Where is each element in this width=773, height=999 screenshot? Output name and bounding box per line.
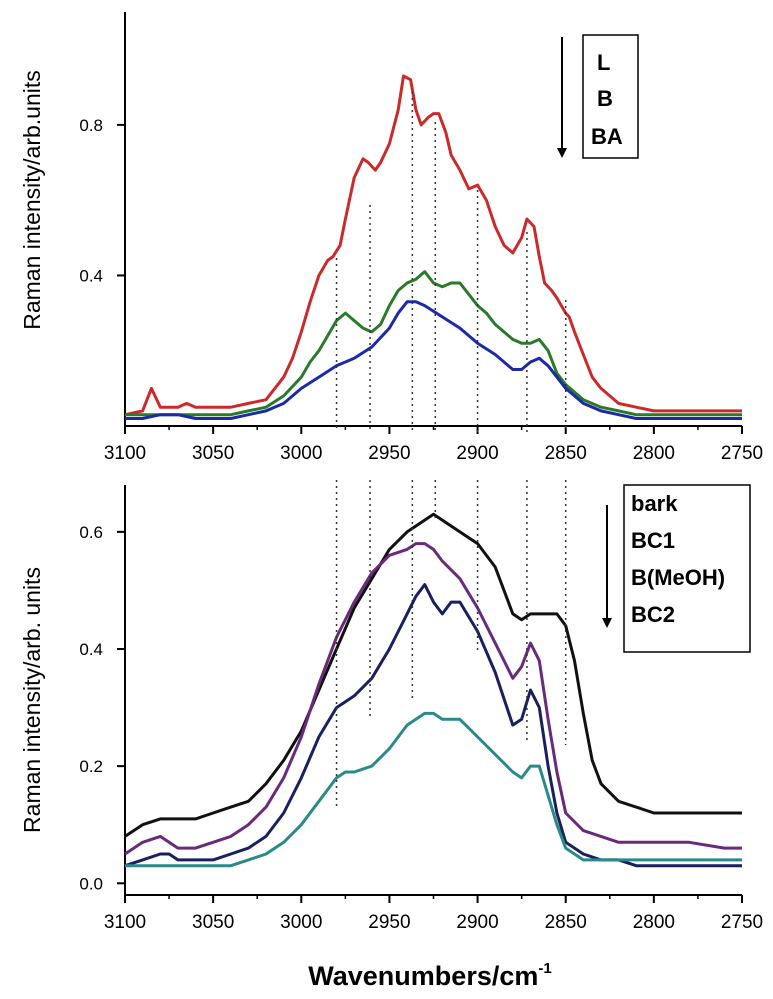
x-tick-label: 2900: [456, 443, 498, 464]
legend-box: [623, 484, 751, 653]
legend-entry: B: [597, 86, 613, 111]
y-tick-label: 0.4: [79, 640, 103, 659]
x-tick-label: 2750: [721, 443, 763, 464]
x-tick-label: 2800: [633, 443, 675, 464]
legend-entry: bark: [631, 491, 678, 516]
x-tick-label: 2850: [545, 443, 587, 464]
y-axis-label: Raman intensity/arb.units: [19, 70, 45, 330]
y-tick-label: 0.4: [79, 266, 103, 285]
series-line-ba: [125, 300, 742, 420]
x-tick-label: 3000: [280, 443, 322, 464]
series-line-l: [124, 74, 742, 417]
x-tick-label: 3050: [192, 443, 234, 464]
y-tick-label: 0.0: [79, 874, 103, 893]
x-tick-label: 2900: [456, 912, 498, 933]
y-tick-label: 0.2: [79, 757, 103, 776]
y-tick-label: 0.8: [79, 116, 103, 135]
series-line-b: [125, 270, 742, 417]
series-line-b-meoh-: [124, 583, 742, 868]
legend-entry: L: [597, 50, 610, 75]
arrow-head: [557, 148, 567, 158]
x-tick-label: 2950: [368, 443, 410, 464]
series-line-bark: [124, 512, 742, 838]
panel-bottom: 3100 3050 3000 2950 2900 2850 2800 2750 0.0 0.2 0.…: [19, 484, 763, 933]
legend-box: [582, 34, 639, 159]
legend-entry: BA: [591, 124, 623, 149]
x-tick-label: 2850: [545, 912, 587, 933]
series-line-bc1: [124, 542, 742, 856]
x-tick-label: 3050: [192, 912, 234, 933]
y-tick-label: 0.6: [79, 523, 103, 542]
x-tick-label: 3100: [104, 912, 146, 933]
panel-top: 3100 3050 3000 2950 2900 2850 2800 2750 0.4 0.8 Ra…: [19, 12, 763, 464]
legend-entry: BC1: [631, 528, 675, 553]
legend-entry: BC2: [631, 602, 675, 627]
x-tick-label: 2950: [368, 912, 410, 933]
x-tick-label: 3100: [104, 443, 146, 464]
x-tick-label: 2800: [633, 912, 675, 933]
x-axis-label: Wavenumbers/cm-1: [308, 960, 551, 991]
arrow-head: [602, 618, 612, 628]
series-line-bc2: [125, 711, 742, 868]
legend-entry: B(MeOH): [631, 565, 725, 590]
x-tick-label: 3000: [280, 912, 322, 933]
x-tick-label: 2750: [721, 912, 763, 933]
y-axis-label: Raman intensity/arb. units: [19, 567, 45, 833]
